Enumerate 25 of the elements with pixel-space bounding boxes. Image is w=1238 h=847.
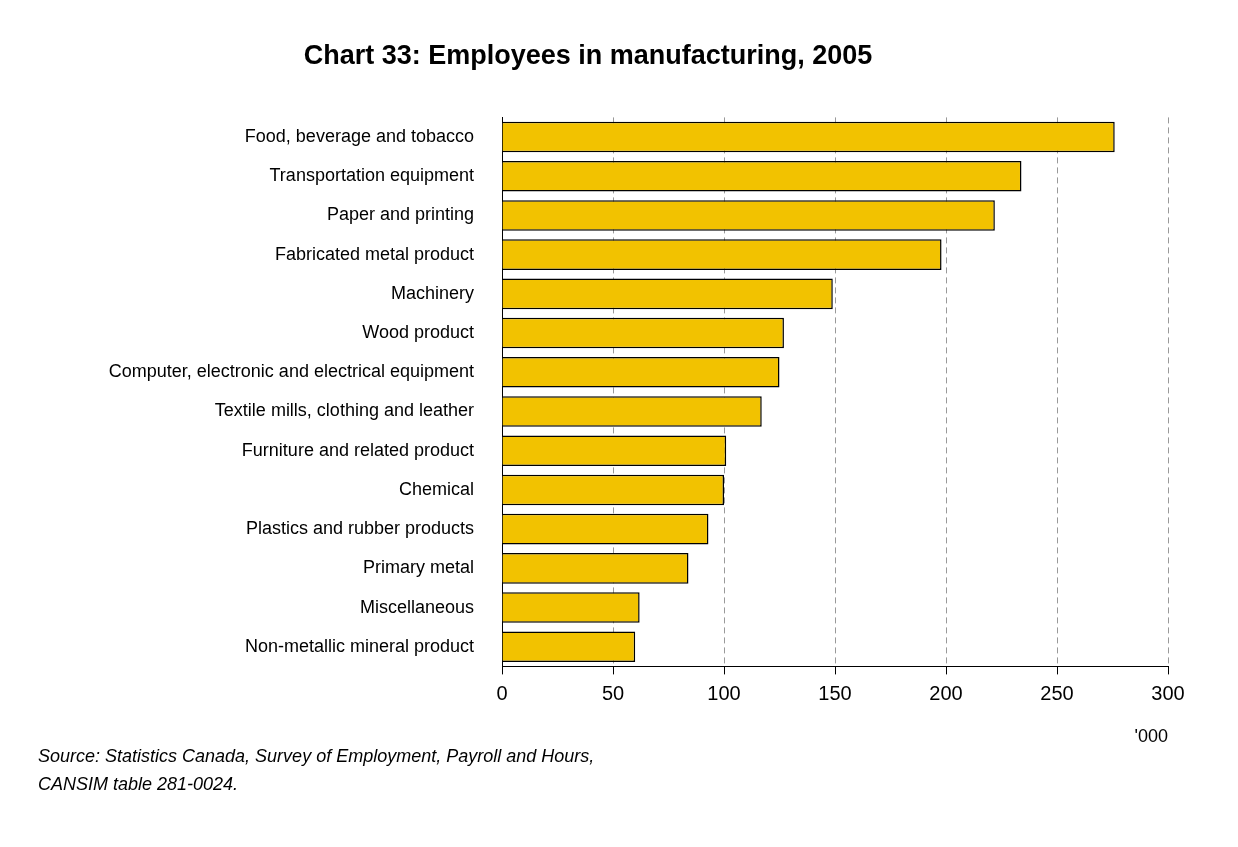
y-tick-label: Machinery <box>390 282 474 303</box>
y-tick-label: Chemical <box>398 478 474 499</box>
y-tick-label: Paper and printing <box>326 204 474 225</box>
y-tick-label: Primary metal <box>362 557 474 578</box>
text: CANSIM table 281-0024. <box>38 774 239 794</box>
x-tick-label: 250 <box>1040 681 1074 704</box>
x-tick-label: 200 <box>929 681 963 704</box>
y-tick-label: Plastics and rubber products <box>245 518 474 539</box>
x-tick-label: 100 <box>707 681 741 704</box>
y-tick-label: Food, beverage and tobacco <box>244 125 474 146</box>
x-tick-label: 50 <box>601 681 625 704</box>
x-axis-title: '000 <box>1134 726 1168 747</box>
y-tick-label: Computer, electronic and electrical equipment <box>108 361 474 382</box>
source-note: Source: Statistics Canada, Survey of Employment, Payroll and Hours, <box>38 746 595 766</box>
y-tick-label: Furniture and related product <box>241 439 474 460</box>
y-tick-label: Transportation equipment <box>269 165 474 186</box>
x-tick-label: 150 <box>818 681 852 704</box>
x-tick-label: 300 <box>1151 681 1185 704</box>
x-tick-label: 0 <box>496 681 508 704</box>
y-tick-label: Fabricated metal product <box>274 243 474 264</box>
y-tick-label: Textile mills, clothing and leather <box>214 400 474 421</box>
y-tick-label: Wood product <box>362 322 474 343</box>
y-tick-label: Non-metallic mineral product <box>244 635 474 656</box>
chart-title: Chart 33: Employees in manufacturing, 2005 <box>303 39 873 70</box>
y-tick-label: Miscellaneous <box>359 596 474 617</box>
